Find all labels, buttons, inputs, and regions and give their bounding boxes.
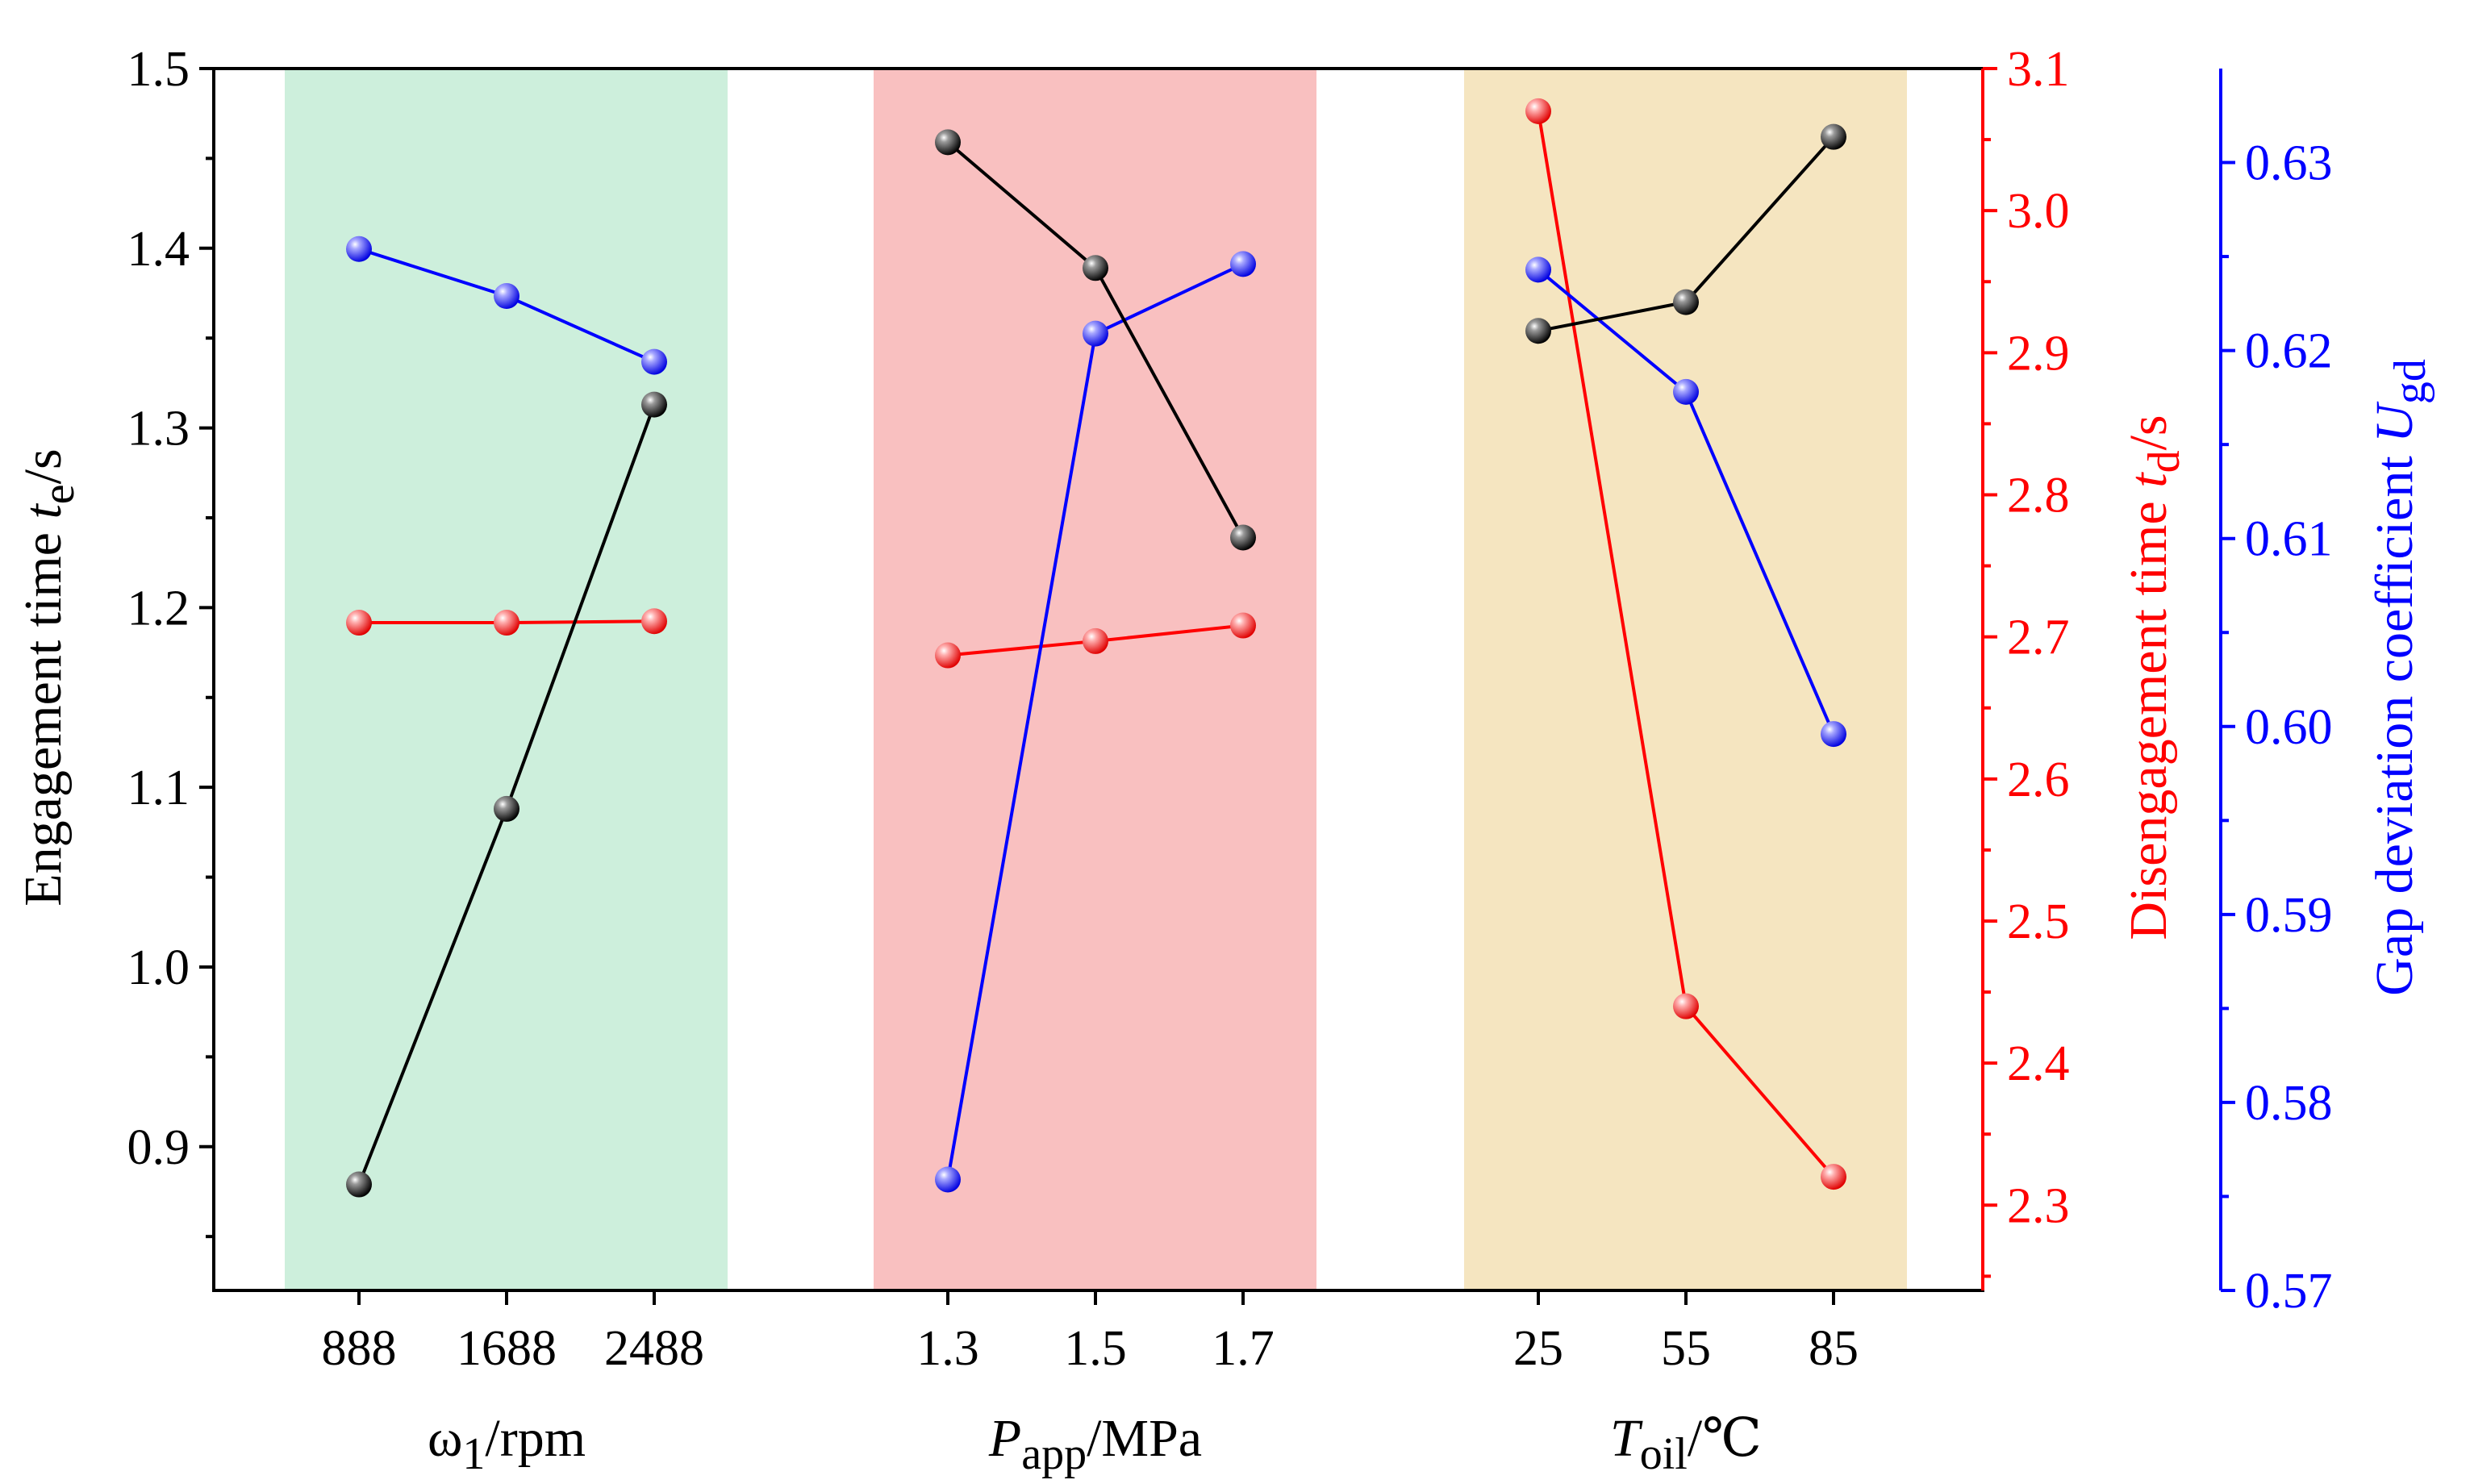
x-tick-label: 1.3 <box>916 1321 979 1376</box>
red-tick-label: 2.4 <box>2007 1036 2070 1091</box>
red-tick-label: 3.1 <box>2007 42 2070 97</box>
gap-point <box>641 348 667 375</box>
disengagement-point <box>641 608 667 635</box>
blue-tick-label: 0.60 <box>2245 700 2333 755</box>
red-tick-label: 2.5 <box>2007 894 2070 949</box>
left-tick-label: 1.4 <box>127 222 190 277</box>
x-tick-label: 2488 <box>604 1321 704 1376</box>
disengagement-point <box>1525 98 1551 124</box>
engagement-point <box>1083 255 1108 281</box>
engagement-point <box>346 1171 372 1198</box>
disengagement-point <box>494 610 519 636</box>
gap-point <box>1821 721 1846 748</box>
left-tick-label: 1.1 <box>127 761 190 815</box>
engagement-point <box>494 795 519 822</box>
right-axis-title-disengagement: Disengagement time td/s <box>2119 415 2189 940</box>
x-tick-label: 25 <box>1513 1321 1563 1376</box>
x-tick-label: 1.5 <box>1064 1321 1127 1376</box>
gap-point <box>1673 378 1699 405</box>
x-tick-label: 85 <box>1809 1321 1859 1376</box>
left-tick-label: 1.3 <box>127 402 190 456</box>
x-tick-label: 1688 <box>457 1321 557 1376</box>
engagement-point <box>1230 524 1256 551</box>
red-tick-label: 2.9 <box>2007 326 2070 381</box>
axes: 0.9 1.0 1.1 1.2 1.3 1.4 1.5 2.3 2.4 2.5 2.6 2.7 2.8 2… <box>127 42 2333 1376</box>
blue-tick-label: 0.58 <box>2245 1076 2333 1131</box>
x-label-omega: ω1/rpm <box>428 1409 586 1479</box>
series <box>346 98 1846 1198</box>
engagement-point <box>1821 123 1846 150</box>
blue-tick-label: 0.57 <box>2245 1264 2333 1319</box>
factor-bands <box>285 69 1907 1290</box>
blue-tick-label: 0.61 <box>2245 512 2333 567</box>
disengagement-point <box>1083 627 1108 654</box>
red-tick-label: 2.8 <box>2007 468 2070 523</box>
gap-point <box>1525 256 1551 283</box>
engagement-point <box>1673 289 1699 315</box>
red-tick-label: 2.6 <box>2007 752 2070 807</box>
x-label-pressure: Papp/MPa <box>988 1409 1202 1479</box>
x-tick-label: 55 <box>1661 1321 1711 1376</box>
blue-tick-label: 0.63 <box>2245 136 2333 191</box>
left-tick-label: 0.9 <box>127 1120 190 1175</box>
gap-point <box>494 283 519 310</box>
blue-tick-label: 0.59 <box>2245 888 2333 943</box>
disengagement-point <box>1673 993 1699 1019</box>
disengagement-point <box>1230 612 1256 639</box>
gap-point <box>346 236 372 262</box>
right-axis-title-gap: Gap deviation coefficient Ugd <box>2365 359 2435 996</box>
left-tick-label: 1.2 <box>127 581 190 636</box>
x-tick-label: 1.7 <box>1212 1321 1275 1376</box>
engagement-point <box>935 129 961 156</box>
engagement-point <box>641 391 667 418</box>
blue-tick-label: 0.62 <box>2245 324 2333 379</box>
engagement-point <box>1525 318 1551 344</box>
gap-point <box>1083 320 1108 347</box>
gap-point <box>1230 251 1256 277</box>
left-tick-label: 1.0 <box>127 940 190 995</box>
left-axis-title: Engagement time te/s <box>14 448 84 906</box>
x-label-temperature: Toil/℃ <box>1610 1409 1762 1479</box>
left-tick-label: 1.5 <box>127 42 190 97</box>
band-temperature <box>1464 69 1907 1290</box>
disengagement-point <box>935 642 961 669</box>
red-tick-label: 2.3 <box>2007 1178 2070 1233</box>
disengagement-point <box>346 610 372 636</box>
axis-labels: Engagement time te/s Disengagement time t… <box>14 359 2435 1479</box>
band-omega <box>285 69 728 1290</box>
gap-point <box>935 1166 961 1193</box>
red-tick-label: 3.0 <box>2007 184 2070 239</box>
red-tick-label: 2.7 <box>2007 611 2070 665</box>
disengagement-point <box>1821 1164 1846 1190</box>
band-pressure <box>874 69 1316 1290</box>
x-tick-label: 888 <box>322 1321 397 1376</box>
